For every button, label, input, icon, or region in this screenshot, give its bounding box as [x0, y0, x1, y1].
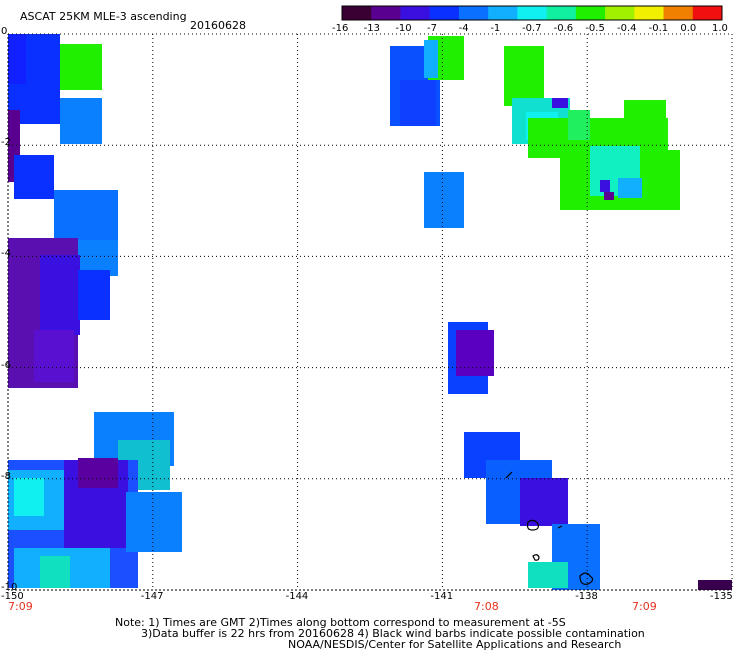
y-tick-label: -6: [1, 359, 11, 371]
y-tick-label: -10: [1, 582, 18, 593]
x-tick-label: -135: [710, 591, 733, 602]
note-line-2: 3)Data buffer is 22 hrs from 20160628 4)…: [141, 627, 645, 640]
colorbar-swatch: [575, 6, 606, 20]
wind-swath-cells: [8, 34, 732, 590]
colorbar-tick-label: -10: [395, 23, 412, 34]
island-coastlines: [505, 471, 594, 585]
colorbar-tick-label: -4: [458, 23, 469, 34]
time-label-west: 7:09: [8, 600, 33, 613]
product-date: 20160628: [190, 19, 246, 32]
x-tick-label: -144: [285, 591, 309, 602]
colorbar-swatch: [371, 6, 401, 20]
colorbar-swatch: [342, 6, 372, 20]
colorbar-tick-label: -0.5: [585, 23, 605, 34]
colorbar-tick-label: -0.1: [648, 23, 669, 34]
y-tick-label: -2: [1, 137, 11, 149]
colorbar-tick-label: -13: [363, 23, 380, 34]
colorbar-tick-label: -0.7: [522, 23, 542, 34]
colorbar-swatch: [546, 6, 577, 20]
colorbar-tick-label: -7: [427, 23, 437, 34]
colorbar-tick-label: 1.0: [712, 23, 728, 34]
y-tick-label: -8: [1, 470, 11, 482]
note-line-3: NOAA/NESDIS/Center for Satellite Applica…: [288, 638, 622, 651]
time-label-mid: 7:08: [474, 600, 499, 613]
product-title: ASCAT 25KM MLE-3 ascending: [20, 10, 187, 23]
y-tick-label: 0: [1, 26, 8, 37]
colorbar-swatch: [692, 6, 723, 20]
x-tick-label: -138: [575, 591, 598, 602]
colorbar-swatch: [429, 6, 460, 20]
y-tick-label: -4: [1, 248, 11, 260]
colorbar-tick-label: -16: [332, 23, 349, 34]
colorbar-frame: [341, 5, 723, 21]
colorbar: [341, 5, 723, 21]
x-tick-label: -141: [430, 591, 454, 602]
colorbar-swatch: [605, 6, 635, 20]
colorbar-swatch: [663, 6, 694, 20]
colorbar-tick-label: -1: [490, 23, 501, 34]
colorbar-tick-label: -0.6: [553, 23, 574, 34]
colorbar-swatch: [458, 6, 489, 20]
time-label-east: 7:09: [632, 600, 657, 613]
note-line-1: Note: 1) Times are GMT 2)Times along bot…: [115, 616, 566, 629]
colorbar-tick-label: 0.0: [680, 23, 697, 34]
colorbar-swatch: [517, 6, 548, 20]
colorbar-swatch: [488, 6, 518, 20]
colorbar-swatch: [400, 6, 431, 20]
colorbar-swatch: [634, 6, 665, 20]
x-tick-label: -150: [1, 591, 24, 602]
colorbar-tick-label: -0.4: [617, 23, 637, 34]
x-tick-label: -147: [140, 591, 164, 602]
